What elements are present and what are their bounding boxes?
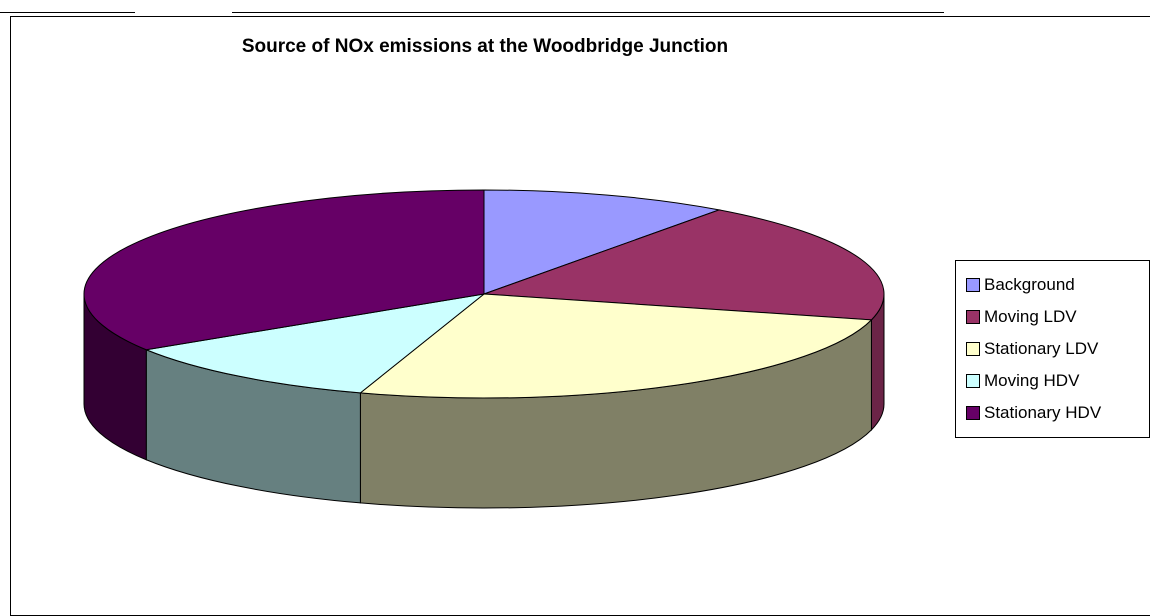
legend-label-stationary-hdv: Stationary HDV — [984, 403, 1102, 422]
legend-swatch-stationary-hdv — [966, 406, 980, 420]
legend-label-stationary-ldv: Stationary LDV — [984, 339, 1099, 358]
top-rule-right — [232, 12, 944, 13]
legend-item-moving-ldv: Moving LDV — [966, 301, 1149, 333]
legend-swatch-background — [966, 278, 980, 292]
pie-slice-background — [483, 189, 722, 295]
legend-label-moving-ldv: Moving LDV — [984, 307, 1077, 326]
legend-item-stationary-hdv: Stationary HDV — [966, 397, 1149, 429]
legend-swatch-stationary-ldv — [966, 342, 980, 356]
chart-title: Source of NOx emissions at the Woodbridg… — [241, 36, 729, 57]
legend: Background Moving LDV Stationary LDV Mov… — [955, 260, 1150, 438]
top-rule-left — [0, 12, 135, 13]
legend-item-background: Background — [966, 269, 1149, 301]
pie-slice-stationary-hdv — [83, 189, 485, 351]
legend-item-stationary-ldv: Stationary LDV — [966, 333, 1149, 365]
legend-label-moving-hdv: Moving HDV — [984, 371, 1080, 390]
legend-label-background: Background — [984, 275, 1075, 294]
legend-swatch-moving-hdv — [966, 374, 980, 388]
pie-slice-moving-hdv — [144, 293, 486, 394]
pie-slice-stationary-ldv — [359, 293, 873, 399]
pie-slice-moving-ldv — [483, 209, 885, 321]
legend-item-moving-hdv: Moving HDV — [966, 365, 1149, 397]
legend-swatch-moving-ldv — [966, 310, 980, 324]
